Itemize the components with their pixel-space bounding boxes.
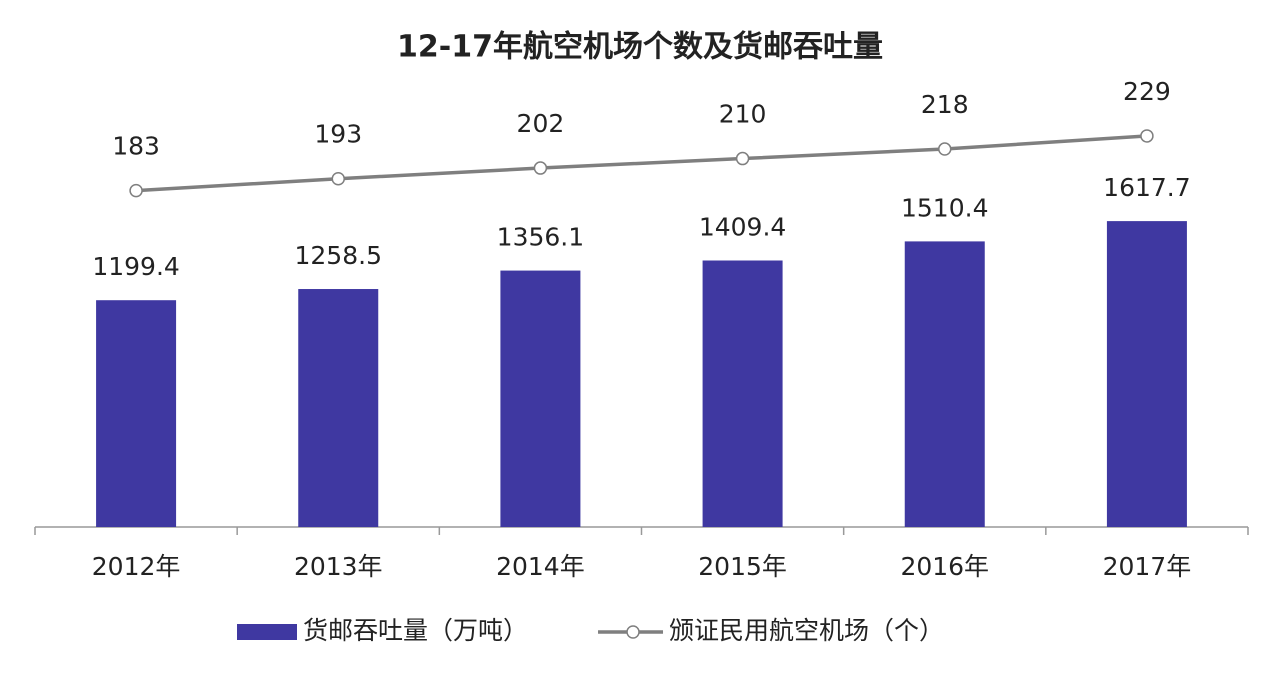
line-value-label: 202	[517, 109, 565, 138]
line-value-label: 218	[921, 90, 969, 119]
bar	[500, 270, 581, 527]
x-tick-label: 2013年	[294, 552, 383, 581]
line-point	[735, 151, 750, 166]
line-value-label: 193	[314, 120, 362, 149]
bar-value-label: 1510.4	[901, 193, 988, 222]
bar	[96, 300, 177, 527]
line-value-label: 210	[719, 100, 767, 129]
x-tick-label: 2017年	[1103, 552, 1192, 581]
bar-value-label: 1199.4	[92, 252, 179, 281]
legend-swatch	[237, 624, 297, 640]
bar-value-label: 1258.5	[295, 241, 382, 270]
legend-label: 颁证民用航空机场（个）	[669, 616, 944, 645]
line	[135, 134, 1148, 193]
line-point	[331, 171, 345, 186]
legend-label: 货邮吞吐量（万吨）	[303, 616, 528, 645]
x-tick-label: 2012年	[92, 552, 181, 581]
x-tick-label: 2016年	[900, 552, 989, 581]
line-point	[129, 183, 143, 198]
x-tick-label: 2014年	[496, 552, 585, 581]
legend-marker	[626, 625, 640, 639]
bar-value-label: 1617.7	[1103, 173, 1190, 202]
bar	[298, 289, 379, 527]
line-value-label: 183	[112, 132, 160, 161]
x-tick-label: 2015年	[698, 552, 787, 581]
line-value-label: 229	[1123, 77, 1171, 106]
bar	[702, 260, 783, 527]
bar-value-label: 1409.4	[699, 212, 786, 241]
line-point	[938, 142, 952, 156]
chart-title: 12-17年航空机场个数及货邮吞吐量	[397, 30, 883, 65]
bar-value-label: 1356.1	[497, 223, 584, 252]
line-point	[533, 161, 548, 175]
bar	[1106, 221, 1187, 527]
line-point	[1140, 129, 1154, 143]
bar	[904, 241, 985, 527]
